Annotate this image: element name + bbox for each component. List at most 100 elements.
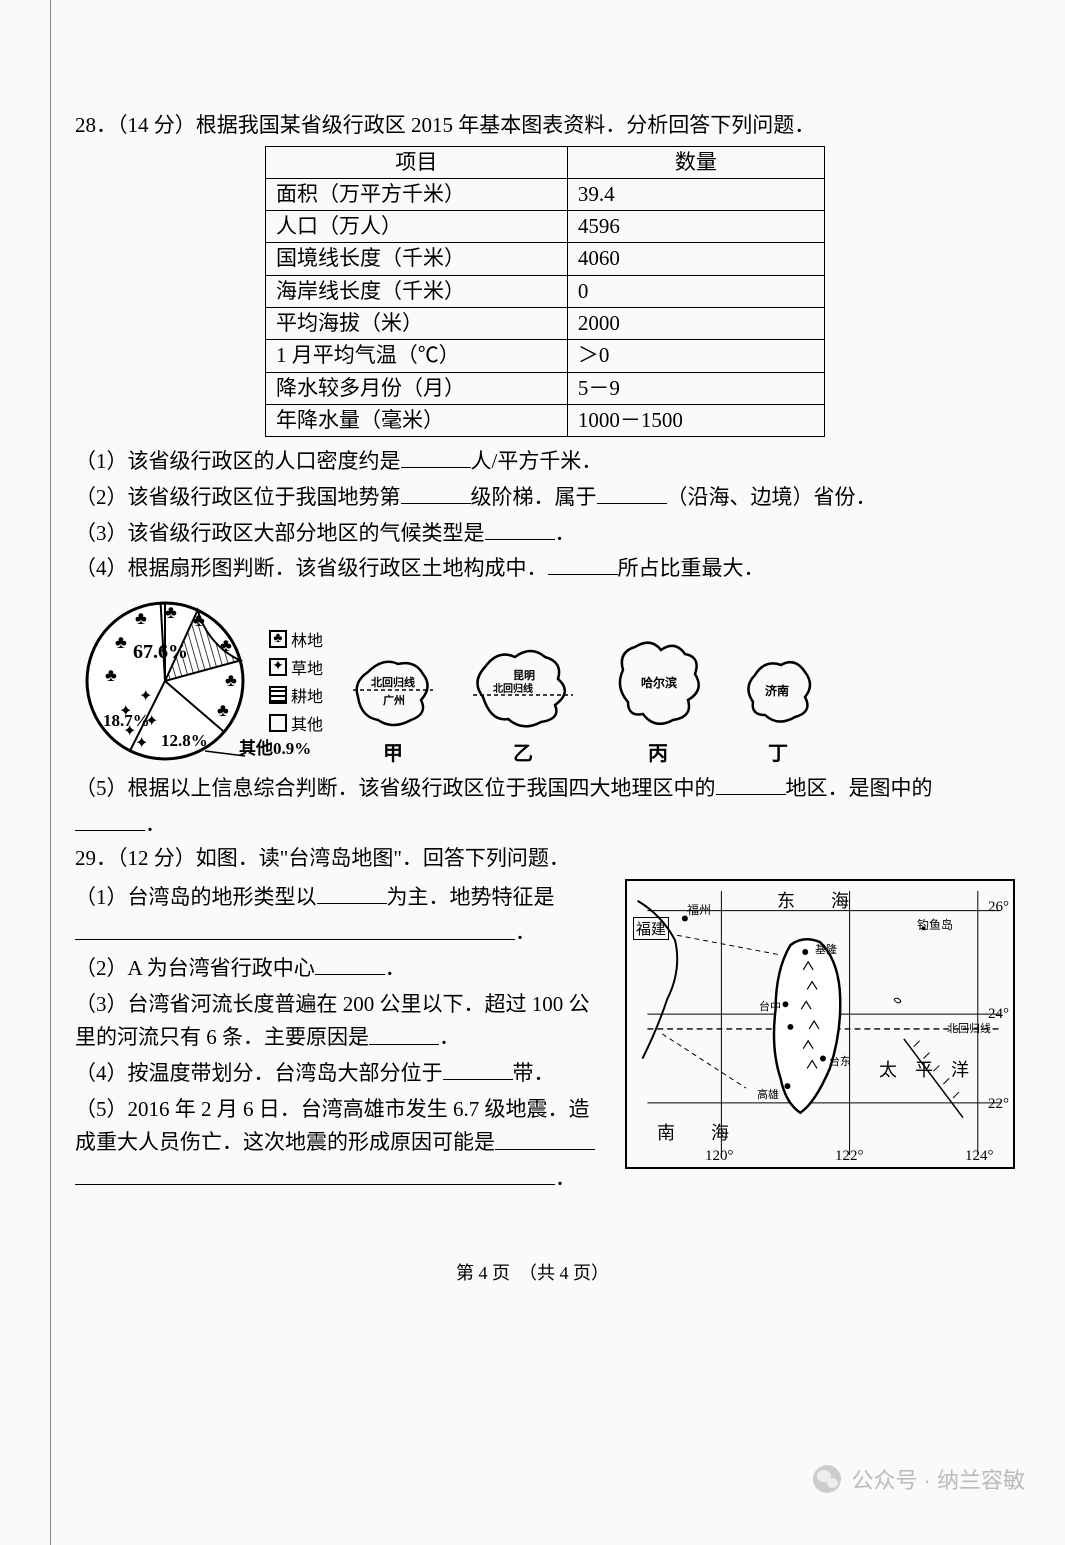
q29-sub4: （4）按温度带划分．台湾岛大部分位于带． xyxy=(75,1057,609,1091)
svg-text:北回归线: 北回归线 xyxy=(371,675,415,689)
svg-text:昆明: 昆明 xyxy=(513,669,535,682)
province-outline-icon: 济南 xyxy=(733,647,823,737)
q29-sub5: （5）2016 年 2 月 6 日．台湾高雄市发生 6.7 级地震．造成重大人员… xyxy=(75,1093,609,1160)
blank-input[interactable] xyxy=(716,772,786,795)
q28-sub1: （1）该省级行政区的人口密度约是人/平方千米． xyxy=(75,445,1015,479)
province-outline-icon: 北回归线 广州 xyxy=(343,642,443,737)
q28-title: 28．（14 分）根据我国某省级行政区 2015 年基本图表资料．分析回答下列问… xyxy=(75,110,1015,142)
q29-title: 29．（12 分）如图．读"台湾岛地图"．回答下列问题． xyxy=(75,843,1015,875)
blank-input[interactable] xyxy=(75,916,515,939)
map-label-donghai: 东 海 xyxy=(777,887,849,913)
table-row: 人口（万人）4596 xyxy=(266,211,825,243)
province-jia: 北回归线 广州 甲 xyxy=(343,642,443,766)
page-footer: 第 4 页 （共 4 页） xyxy=(0,1259,1065,1285)
th-value: 数量 xyxy=(567,146,824,178)
q28-sub3: （3）该省级行政区大部分地区的气候类型是． xyxy=(75,517,1015,551)
map-label-taidong: 台东 xyxy=(829,1053,851,1069)
blank-input[interactable] xyxy=(597,481,667,504)
map-label-taiping: 太 平 洋 xyxy=(879,1056,969,1082)
map-label-jilong: 基隆 xyxy=(815,941,837,957)
q28-sub2: （2）该省级行政区位于我国地势第级阶梯．属于（沿海、边境）省份． xyxy=(75,481,1015,515)
blank-input[interactable] xyxy=(401,445,471,468)
map-label-gaoxiong: 高雄 xyxy=(757,1086,779,1102)
table-row: 1 月平均气温（℃）＞0 xyxy=(266,340,825,372)
q28-sub5-cont: ． xyxy=(75,808,1015,842)
q29-sub2: （2）A 为台湾省行政中心． xyxy=(75,952,609,986)
svg-text:♣: ♣ xyxy=(217,700,229,720)
q29-text-col: （1）台湾岛的地形类型以为主．地势特征是 ． （2）A 为台湾省行政中心． （3… xyxy=(75,879,609,1198)
svg-text:广州: 广州 xyxy=(383,693,405,707)
q29-sub1-blank: ． xyxy=(75,916,609,950)
map-label-diaoyu: 钓鱼岛 xyxy=(917,916,953,933)
svg-text:✦: ✦ xyxy=(139,688,152,705)
table-row: 国境线长度（千米）4060 xyxy=(266,243,825,275)
table-row: 平均海拔（米）2000 xyxy=(266,307,825,339)
province-outline-icon: 昆明 北回归线 xyxy=(463,637,583,737)
svg-text:♣: ♣ xyxy=(105,665,117,685)
q28-sub5: （5）根据以上信息综合判断．该省级行政区位于我国四大地理区中的地区．是图中的 xyxy=(75,772,1015,806)
map-label-tropic: 北回归线 xyxy=(947,1020,991,1036)
th-item: 项目 xyxy=(266,146,568,178)
blank-input[interactable] xyxy=(548,552,618,575)
watermark-text: 公众号 · 纳兰容敏 xyxy=(851,1463,1025,1495)
pie-chart-svg: ♣♣♣ ♣♣ ♣♣ ♣ ✦✦ ✦✦ ✦ 67.6% 18.7% 12.8% xyxy=(75,596,263,766)
legend-item: 耕地 xyxy=(269,683,323,707)
svg-text:♣: ♣ xyxy=(165,602,177,622)
q28-data-table: 项目 数量 面积（万平方千米）39.4 人口（万人）4596 国境线长度（千米）… xyxy=(265,146,825,438)
map-label-fujian: 福建 xyxy=(633,917,669,940)
blank-input[interactable] xyxy=(443,1057,513,1080)
page-container: 28．（14 分）根据我国某省级行政区 2015 年基本图表资料．分析回答下列问… xyxy=(50,0,1035,1545)
province-yi: 昆明 北回归线 乙 xyxy=(463,637,583,766)
q29-content-row: （1）台湾岛的地形类型以为主．地势特征是 ． （2）A 为台湾省行政中心． （3… xyxy=(75,879,1015,1198)
blank-input[interactable] xyxy=(315,952,385,975)
blank-input[interactable] xyxy=(485,517,555,540)
q29-sub3: （3）台湾省河流长度普遍在 200 公里以下．超过 100 公里的河流只有 6 … xyxy=(75,988,609,1055)
table-row: 面积（万平方千米）39.4 xyxy=(266,178,825,210)
table-row: 海岸线长度（千米）0 xyxy=(266,275,825,307)
svg-text:✦: ✦ xyxy=(135,735,148,752)
q29-sub5-blank: ． xyxy=(75,1162,609,1196)
pie-chart-wrap: ♣♣♣ ♣♣ ♣♣ ♣ ✦✦ ✦✦ ✦ 67.6% 18.7% 12.8% xyxy=(75,596,323,766)
svg-text:♣: ♣ xyxy=(225,670,237,690)
province-outline-icon: 哈尔滨 xyxy=(603,632,713,737)
blank-input[interactable] xyxy=(495,1126,595,1149)
blank-input[interactable] xyxy=(317,881,387,904)
province-ding: 济南 丁 xyxy=(733,647,823,766)
table-row: 年降水量（毫米）1000－1500 xyxy=(266,404,825,436)
blank-input[interactable] xyxy=(401,481,471,504)
province-bing: 哈尔滨 丙 xyxy=(603,632,713,766)
svg-text:♣: ♣ xyxy=(135,608,147,628)
taiwan-map: 东 海 福建 福州 钓鱼岛 基隆 台中 台东 高雄 北回归线 太 平 洋 南 海… xyxy=(625,879,1015,1169)
svg-text:♣: ♣ xyxy=(193,610,205,630)
table-header-row: 项目 数量 xyxy=(266,146,825,178)
map-label-lat22: 22° xyxy=(988,1096,1009,1113)
map-label-lon124: 124° xyxy=(965,1148,994,1165)
svg-text:♣: ♣ xyxy=(115,632,127,652)
blank-input[interactable] xyxy=(75,1162,555,1185)
map-label-lat26: 26° xyxy=(988,899,1009,916)
svg-text:12.8%: 12.8% xyxy=(161,731,208,750)
q28-sub4: （4）根据扇形图判断．该省级行政区土地构成中．所占比重最大． xyxy=(75,552,1015,586)
legend-item: ♣林地 xyxy=(269,627,323,651)
svg-text:♣: ♣ xyxy=(220,635,232,655)
legend-item: 其他 xyxy=(269,711,323,735)
map-label-nanhai: 南 海 xyxy=(657,1119,729,1145)
map-label-fuzhou: 福州 xyxy=(687,901,711,918)
table-row: 降水较多月份（月）5－9 xyxy=(266,372,825,404)
blank-input[interactable] xyxy=(369,1021,439,1044)
watermark: 公众号 · 纳兰容敏 xyxy=(813,1463,1025,1495)
svg-text:67.6%: 67.6% xyxy=(133,641,188,663)
map-label-taizhong: 台中 xyxy=(759,998,781,1014)
q29-sub1: （1）台湾岛的地形类型以为主．地势特征是 xyxy=(75,881,609,915)
svg-text:济南: 济南 xyxy=(765,683,789,698)
pie-other-label: 其他0.9% xyxy=(239,734,311,759)
map-label-lon120: 120° xyxy=(705,1148,734,1165)
q28-figures-row: ♣♣♣ ♣♣ ♣♣ ♣ ✦✦ ✦✦ ✦ 67.6% 18.7% 12.8% xyxy=(75,596,1015,766)
pie-legend: ♣林地 ✦草地 耕地 其他 xyxy=(269,627,323,735)
svg-text:18.7%: 18.7% xyxy=(103,711,150,730)
map-label-lat24: 24° xyxy=(988,1006,1009,1023)
svg-text:北回归线: 北回归线 xyxy=(493,682,533,695)
blank-input[interactable] xyxy=(75,808,145,831)
legend-item: ✦草地 xyxy=(269,655,323,679)
map-label-lon122: 122° xyxy=(835,1148,864,1165)
